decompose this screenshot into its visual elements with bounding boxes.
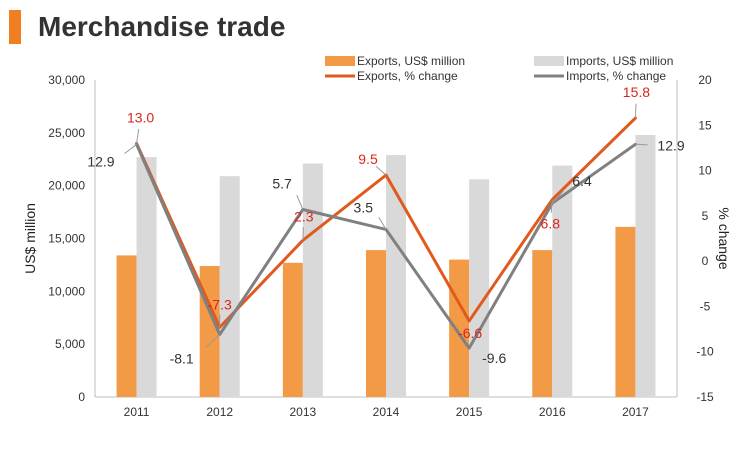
y-tick-label: 30,000 [48,73,85,87]
y2-tick-label: -10 [696,345,714,359]
data-label-leader [551,190,564,204]
exports-change-label: -7.3 [208,296,232,312]
y-axis-title: US$ million [22,203,38,274]
y2-tick-label: 0 [702,254,709,268]
exports-bar [366,250,386,397]
y2-tick-label: -5 [700,299,711,313]
x-tick-label: 2011 [124,405,150,419]
exports-change-label: 13.0 [127,109,154,125]
data-label-leader [375,165,387,176]
legend-label: Imports, % change [566,69,666,83]
title-accent-bar [9,10,21,44]
y2-tick-label: 10 [698,164,712,178]
imports-change-label: 6.4 [572,173,592,189]
legend-label: Imports, US$ million [566,54,673,68]
legend-swatch [325,56,355,66]
exports-change-label: 9.5 [358,151,378,167]
data-label-leader [296,195,304,210]
data-label-leader [635,143,648,146]
data-label-leader [378,217,387,230]
y-tick-label: 0 [78,390,85,404]
y-tick-label: 20,000 [48,179,85,193]
imports-bar [302,163,323,397]
imports-change-label: 12.9 [657,137,684,153]
imports-bar [635,134,656,398]
exports-change-label: -6.6 [458,325,482,341]
imports-bar [136,157,157,397]
imports-change-label: -9.6 [482,350,506,366]
x-tick-label: 2012 [206,405,233,419]
data-label-leader [302,227,304,241]
exports-change-label: 15.8 [623,84,650,100]
y-tick-label: 5,000 [55,337,85,351]
imports-bar [219,176,240,397]
legend-label: Exports, % change [357,69,458,83]
imports-change-label: 3.5 [354,199,374,215]
y2-tick-label: -15 [696,390,714,404]
y2-tick-label: 5 [702,209,709,223]
y-tick-label: 25,000 [48,126,85,140]
y2-tick-label: 20 [698,73,712,87]
imports-change-label: 12.9 [87,153,114,169]
exports-change-label: 6.8 [541,216,561,232]
exports-bar [116,255,137,397]
legend-swatch [534,56,564,66]
data-label-leader [634,103,637,119]
y2-tick-label: 15 [698,118,712,132]
x-tick-label: 2013 [290,405,317,419]
data-label-leader [550,199,553,213]
exports-bar [199,265,220,397]
y-tick-label: 15,000 [48,232,85,246]
imports-bar [552,165,573,397]
imports-change-label: -8.1 [170,351,194,367]
exports-bar [532,250,553,397]
page-title: Merchandise trade [38,11,286,42]
data-label-leader [205,334,221,349]
x-tick-label: 2015 [456,405,483,419]
imports-change-label: 5.7 [272,176,292,192]
data-label-leader [124,143,137,155]
x-tick-label: 2017 [622,405,649,419]
data-label-leader [136,129,140,144]
legend-label: Exports, US$ million [357,54,465,68]
imports-bar [386,155,406,397]
exports-bar [615,226,636,397]
exports-bar [282,262,303,397]
imports-bar [469,179,490,397]
exports-change-label: 2.3 [294,208,314,224]
x-tick-label: 2014 [373,405,400,419]
y-tick-label: 10,000 [48,284,85,298]
x-tick-label: 2016 [539,405,566,419]
y2-axis-title: % change [716,207,732,269]
